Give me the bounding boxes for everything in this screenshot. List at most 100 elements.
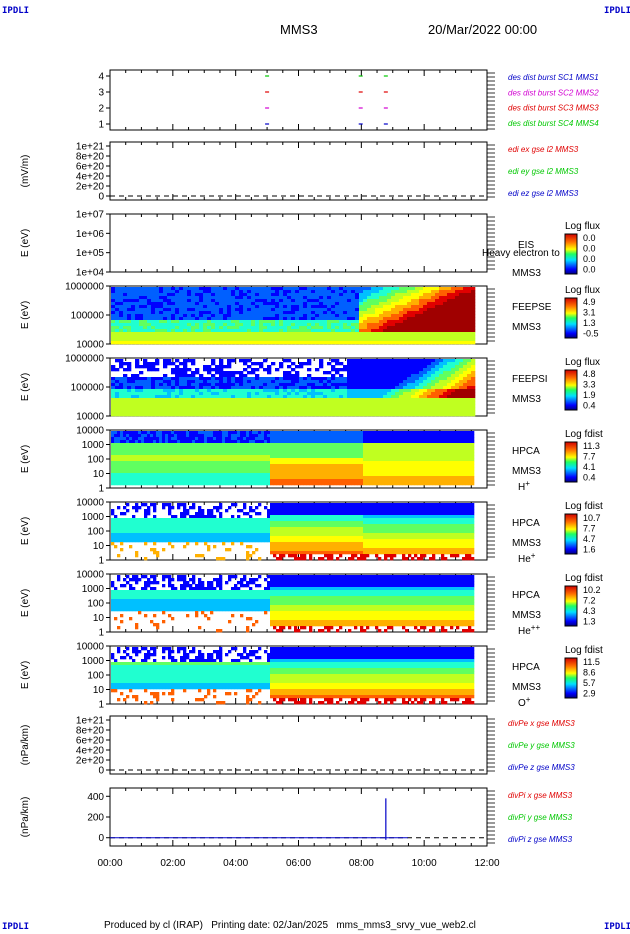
spectrogram-cell xyxy=(264,443,268,447)
spectrogram-cell xyxy=(295,371,300,375)
spectrogram-cell xyxy=(335,401,340,405)
spectrogram-cell xyxy=(282,479,286,483)
spectrogram-cell xyxy=(443,380,448,384)
spectrogram-cell xyxy=(144,464,148,468)
spectrogram-cell xyxy=(191,329,196,333)
spectrogram-cell xyxy=(227,338,232,342)
spectrogram-cell xyxy=(213,449,217,453)
spectrogram-cell xyxy=(199,398,204,402)
spectrogram-cell xyxy=(391,413,396,417)
spectrogram-cell xyxy=(150,455,154,459)
spectrogram-cell xyxy=(267,389,272,393)
spectrogram-cell xyxy=(299,323,304,327)
spectrogram-cell xyxy=(115,293,120,297)
spectrogram-cell xyxy=(261,473,265,477)
spectrogram-cell xyxy=(219,473,223,477)
spectrogram-cell xyxy=(411,308,416,312)
spectrogram-cell xyxy=(279,398,284,402)
spectrogram-cell xyxy=(195,299,200,303)
spectrogram-cell xyxy=(187,299,192,303)
spectrogram-cell xyxy=(339,413,344,417)
spectrogram-cell xyxy=(387,359,392,363)
spectrogram-cell xyxy=(423,392,428,396)
spectrogram-cell xyxy=(243,413,248,417)
spectrogram-cell xyxy=(207,476,211,480)
spectrogram-cell xyxy=(303,308,308,312)
spectrogram-cell xyxy=(223,332,228,336)
spectrogram-cell xyxy=(199,395,204,399)
spectrogram-cell xyxy=(415,359,420,363)
spectrogram-cell xyxy=(327,308,332,312)
spectrogram-cell xyxy=(427,287,432,291)
spectrogram-cell xyxy=(327,320,332,324)
spectrogram-cell xyxy=(147,392,152,396)
spectrogram-cell xyxy=(283,386,288,390)
spectrogram-cell xyxy=(399,314,404,318)
spectrogram-cell xyxy=(123,446,127,450)
spectrogram-cell xyxy=(187,287,192,291)
spectrogram-cell xyxy=(259,401,264,405)
spectrogram-cell xyxy=(443,299,448,303)
spectrogram-cell xyxy=(447,320,452,324)
spectrogram-cell xyxy=(295,413,300,417)
spectrogram-cell xyxy=(198,434,202,438)
spectrogram-cell xyxy=(327,377,332,381)
spectrogram-cell xyxy=(303,299,308,303)
spectrogram-cell xyxy=(311,326,316,330)
spectrogram-cell xyxy=(213,437,217,441)
spectrogram-cell xyxy=(261,446,265,450)
spectrogram-cell xyxy=(127,389,132,393)
spectrogram-cell xyxy=(276,434,280,438)
spectrogram-cell xyxy=(219,302,224,306)
spectrogram-cell xyxy=(151,329,156,333)
spectrogram-cell xyxy=(231,305,236,309)
spectrogram-cell xyxy=(207,392,212,396)
spectrogram-cell xyxy=(138,473,142,477)
spectrogram-cell xyxy=(179,317,184,321)
spectrogram-cell xyxy=(343,317,348,321)
spectrogram-cell xyxy=(235,290,240,294)
spectrogram-cell xyxy=(141,452,145,456)
spectrogram-cell xyxy=(427,338,432,342)
spectrogram-cell xyxy=(135,467,139,471)
corner-mark-bottom-left: IPDLI xyxy=(2,922,30,932)
spectrogram-cell xyxy=(235,287,240,291)
spectrogram-cell xyxy=(287,314,292,318)
spectrogram-cell xyxy=(141,434,145,438)
spectrogram-cell xyxy=(139,305,144,309)
spectrogram-cell xyxy=(150,470,154,474)
spectrogram-cell xyxy=(287,383,292,387)
spectrogram-cell xyxy=(471,383,476,387)
spectrogram-cell xyxy=(367,320,372,324)
spectrogram-cell xyxy=(435,362,440,366)
spectrogram-cell xyxy=(285,452,289,456)
spectrogram-cell xyxy=(126,473,130,477)
spectrogram-cell xyxy=(431,359,436,363)
spectrogram-cell xyxy=(403,293,408,297)
spectrogram-cell xyxy=(391,392,396,396)
spectrogram-cell xyxy=(183,362,188,366)
spectrogram-cell xyxy=(171,338,176,342)
spectrogram-cell xyxy=(295,404,300,408)
spectrogram-cell xyxy=(191,359,196,363)
spectrogram-cell xyxy=(375,407,380,411)
spectrogram-cell xyxy=(319,302,324,306)
spectrogram-cell xyxy=(331,290,336,294)
spectrogram-cell xyxy=(287,392,292,396)
spectrogram-cell xyxy=(255,452,259,456)
spectrogram-cell xyxy=(249,443,253,447)
spectrogram-cell xyxy=(463,383,468,387)
spectrogram-cell xyxy=(343,305,348,309)
spectrogram-cell xyxy=(203,401,208,405)
header-spacecraft: MMS3 xyxy=(280,22,318,37)
spectrogram-cell xyxy=(179,335,184,339)
spectrogram-cell xyxy=(213,446,217,450)
spectrogram-cell xyxy=(288,431,292,435)
spectrogram-cell xyxy=(297,434,301,438)
spectrogram-cell xyxy=(459,359,464,363)
spectrogram-cell xyxy=(327,398,332,402)
spectrogram-cell xyxy=(287,359,292,363)
spectrogram-cell xyxy=(303,341,308,345)
spectrogram-cell xyxy=(223,374,228,378)
